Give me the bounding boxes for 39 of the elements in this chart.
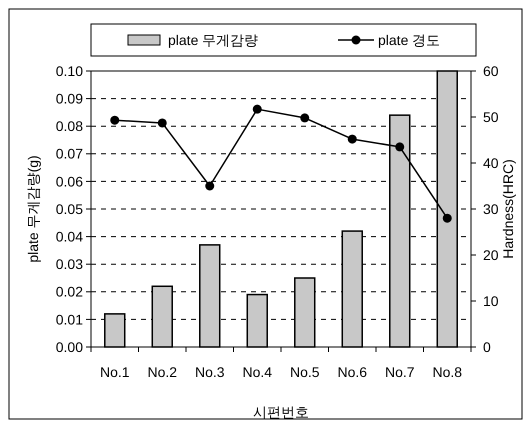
y2-tick-label: 20	[483, 246, 499, 263]
y2-tick-label: 50	[483, 108, 499, 125]
point	[110, 116, 120, 125]
y-tick-label: 0.08	[56, 118, 84, 134]
point	[252, 104, 262, 114]
y2-tick-label: 0	[483, 338, 491, 355]
y2-tick-label: 30	[483, 200, 499, 217]
y-tick-label: 0.10	[56, 62, 84, 79]
x-tick-label: No.2	[147, 364, 178, 380]
x-tick-label: No.1	[100, 364, 130, 380]
y-tick-label: 0.05	[56, 200, 84, 217]
y-tick-label: 0.04	[56, 228, 84, 244]
y2-tick-label: 60	[483, 62, 499, 79]
x-tick-label: No.5	[290, 364, 320, 380]
legend-label: plate 경도	[378, 32, 440, 48]
x-tick-label: No.3	[194, 364, 225, 380]
point	[300, 113, 310, 122]
x-tick-label: No.4	[242, 364, 272, 380]
y2-tick-label: 10	[483, 292, 499, 309]
x-tick-label: No.8	[432, 364, 462, 380]
y-tick-label: 0.09	[56, 90, 84, 106]
legend-label: plate 무게감량	[168, 32, 258, 48]
point	[205, 182, 214, 190]
x-axis-title: 시편번호	[253, 404, 309, 420]
y-axis-title: plate 무게감량(g)	[25, 155, 41, 263]
point	[348, 134, 357, 144]
point	[395, 142, 404, 152]
x-tick-label: No.7	[384, 364, 415, 380]
y-tick-label: 0.06	[56, 173, 84, 190]
y2-axis-title: Hardness(HRC)	[500, 159, 516, 259]
x-tick-label: No.6	[337, 364, 368, 380]
y-tick-label: 0.00	[56, 338, 84, 355]
y-tick-label: 0.03	[56, 256, 84, 272]
y-tick-label: 0.01	[56, 311, 84, 328]
point	[158, 118, 167, 128]
y-tick-label: 0.07	[56, 146, 84, 162]
y2-tick-label: 40	[483, 154, 499, 171]
y-tick-label: 0.02	[56, 284, 84, 300]
point	[442, 214, 452, 223]
